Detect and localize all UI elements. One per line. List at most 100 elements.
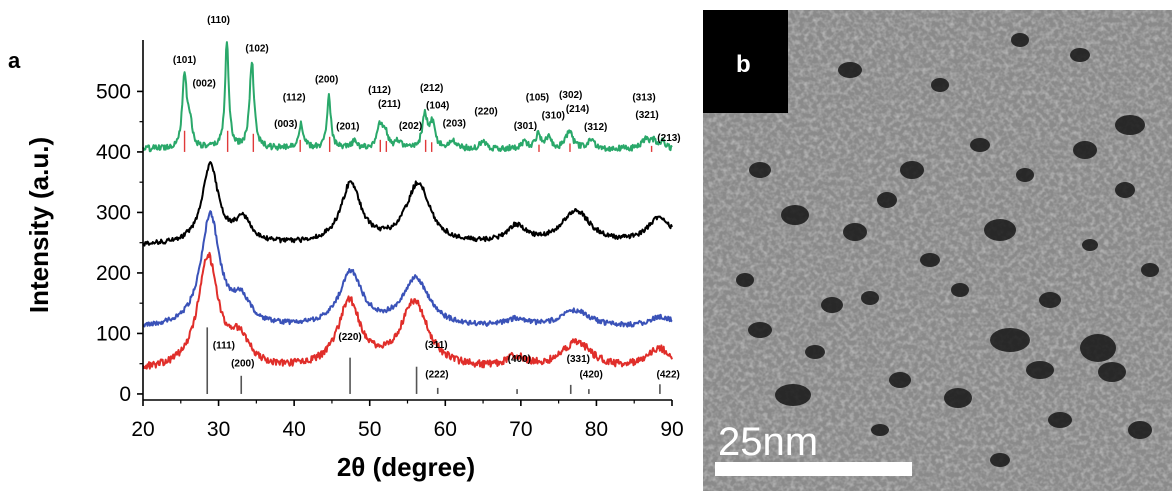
hkl-label-26: (220) [338, 332, 361, 343]
hkl-label-14: (220) [474, 106, 497, 117]
hkl-label-2: (002) [193, 79, 216, 90]
hkl-label-6: (003) [274, 119, 297, 130]
nanoparticle-blobs [736, 33, 1159, 467]
nanoparticle-21 [1048, 412, 1072, 428]
nanoparticle-5 [984, 219, 1016, 241]
nanoparticle-31 [748, 322, 772, 338]
hkl-label-25: (200) [231, 359, 254, 370]
nanoparticle-17 [920, 253, 940, 267]
y-tick-label-5: 500 [96, 80, 131, 103]
nanoparticle-1 [843, 223, 867, 241]
nanoparticle-32 [1141, 263, 1159, 277]
x-tick-label-2: 40 [282, 418, 305, 441]
hkl-label-23: (213) [657, 133, 680, 144]
nanoparticle-12 [877, 192, 897, 208]
nanoparticle-8 [1080, 334, 1116, 362]
series-1-line [142, 161, 673, 247]
hkl-label-3: (102) [245, 43, 268, 54]
series-0-line [142, 41, 673, 153]
y-axis-title: Intensity (a.u.) [24, 137, 54, 313]
nanoparticle-25 [838, 62, 862, 78]
x-tick-label-3: 50 [358, 418, 381, 441]
nanoparticle-28 [1011, 33, 1029, 47]
series-2-line [142, 210, 673, 328]
hkl-label-8: (112) [368, 85, 391, 96]
nanoparticle-22 [1128, 421, 1152, 439]
x-tick-label-0: 20 [131, 418, 154, 441]
nanoparticle-15 [1073, 141, 1097, 159]
y-tick-label-4: 400 [96, 141, 131, 164]
hkl-label-21: (313) [632, 93, 655, 104]
nanoparticle-11 [900, 161, 924, 179]
x-tick-label-5: 70 [509, 418, 532, 441]
tem-image-panel: b 25nm [703, 10, 1172, 491]
x-tick-label-1: 30 [207, 418, 230, 441]
hkl-label-0: (110) [207, 15, 230, 26]
nanoparticle-34 [871, 424, 889, 436]
series-3-line [142, 251, 673, 370]
hkl-label-10: (202) [399, 121, 422, 132]
nanoparticle-0 [781, 205, 809, 225]
hkl-label-13: (203) [443, 119, 466, 130]
peak-annotations: (110) (101) (002) (102) (200) (112) (003) (201)… [173, 15, 681, 381]
y-tick-label-0: 0 [119, 383, 131, 406]
nanoparticle-16 [1115, 182, 1135, 198]
hkl-label-30: (331) [567, 354, 590, 365]
nanoparticle-29 [749, 162, 771, 178]
scale-bar [715, 462, 912, 476]
nanoparticle-19 [805, 345, 825, 359]
hkl-label-18: (302) [559, 90, 582, 101]
hkl-label-17: (310) [542, 111, 565, 122]
hkl-label-4: (200) [315, 74, 338, 85]
nanoparticle-33 [1082, 239, 1098, 251]
nanoparticle-7 [1026, 361, 1054, 379]
hkl-label-12: (104) [426, 100, 449, 111]
axes: 20 30 40 50 60 70 80 90 0 100 200 300 400 500 [96, 40, 684, 441]
nanoparticle-30 [736, 273, 754, 287]
hkl-label-16: (105) [526, 93, 549, 104]
hkl-label-15: (301) [514, 121, 537, 132]
nanoparticle-14 [1115, 115, 1145, 135]
nanoparticle-18 [951, 283, 969, 297]
hkl-label-28: (222) [425, 370, 448, 381]
x-tick-label-7: 90 [660, 418, 683, 441]
hkl-label-7: (201) [336, 122, 359, 133]
nanoparticle-4 [861, 291, 879, 305]
x-tick-label-4: 60 [434, 418, 457, 441]
y-tick-label-3: 300 [96, 201, 131, 224]
hkl-label-20: (312) [584, 122, 607, 133]
x-tick-label-6: 80 [585, 418, 608, 441]
panel-label-b: b [736, 51, 751, 78]
x-axis-title: 2θ (degree) [337, 452, 475, 482]
nanoparticle-6 [990, 328, 1030, 352]
hkl-label-5: (112) [283, 93, 306, 104]
nanoparticle-26 [931, 78, 949, 92]
hkl-label-19: (214) [566, 104, 589, 115]
panel-label-a: a [8, 48, 21, 73]
scale-bar-label: 25nm [718, 420, 818, 464]
nanoparticle-23 [970, 138, 990, 152]
hkl-label-27: (311) [425, 340, 448, 351]
nanoparticle-10 [944, 388, 972, 408]
reference-lines [183, 130, 661, 394]
hkl-label-24: (111) [213, 341, 235, 352]
y-tick-label-1: 100 [96, 322, 131, 345]
nanoparticle-9 [1098, 362, 1126, 382]
panel-label-b-box [703, 10, 788, 113]
nanoparticle-3 [775, 384, 811, 406]
nanoparticle-13 [1039, 292, 1061, 308]
hkl-label-29: (400) [508, 354, 531, 365]
nanoparticle-35 [990, 453, 1010, 467]
hkl-label-31: (420) [579, 370, 602, 381]
nanoparticle-20 [889, 372, 911, 388]
series-layer [142, 41, 673, 370]
hkl-label-9: (211) [378, 99, 401, 110]
hkl-label-11: (212) [420, 83, 443, 94]
nanoparticle-24 [1016, 168, 1034, 182]
nanoparticle-2 [821, 297, 843, 313]
y-tick-label-2: 200 [96, 262, 131, 285]
hkl-label-32: (422) [657, 370, 680, 381]
hkl-label-22: (321) [635, 110, 658, 121]
xrd-chart-panel: a Intensity (a.u.) 2θ (degree) (110) (101… [8, 15, 684, 482]
